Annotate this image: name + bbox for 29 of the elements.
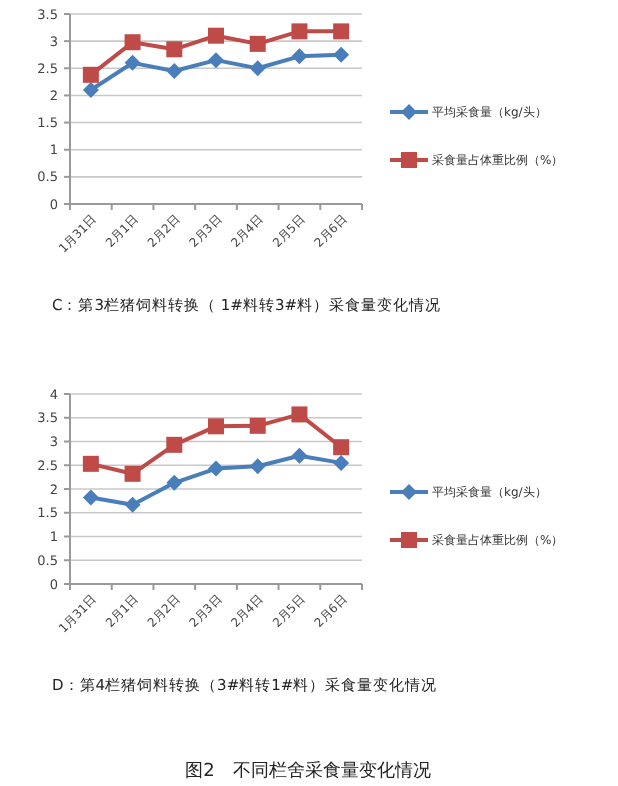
point — [208, 27, 224, 44]
point — [249, 35, 266, 52]
point — [291, 406, 308, 423]
point — [249, 60, 266, 77]
point — [124, 34, 141, 51]
point — [291, 447, 308, 464]
point — [208, 418, 224, 435]
point — [333, 454, 350, 471]
point — [208, 460, 224, 477]
point — [333, 23, 350, 40]
point — [166, 41, 183, 58]
point — [82, 455, 99, 472]
point — [82, 66, 99, 83]
point — [124, 496, 141, 513]
point — [249, 417, 266, 434]
point — [249, 458, 266, 475]
point — [82, 82, 99, 98]
point — [82, 489, 99, 506]
point — [124, 54, 141, 71]
point — [291, 48, 308, 65]
point — [333, 46, 350, 63]
point — [166, 436, 183, 453]
caption: 图2 不同栏舍采食量变化情况 — [185, 760, 431, 782]
point — [291, 23, 308, 40]
point — [208, 52, 224, 69]
point — [166, 63, 183, 79]
point — [333, 439, 350, 456]
point — [166, 474, 183, 491]
point — [124, 465, 141, 482]
